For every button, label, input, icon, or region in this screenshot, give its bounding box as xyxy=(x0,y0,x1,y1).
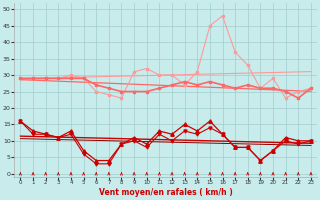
X-axis label: Vent moyen/en rafales ( km/h ): Vent moyen/en rafales ( km/h ) xyxy=(99,188,233,197)
